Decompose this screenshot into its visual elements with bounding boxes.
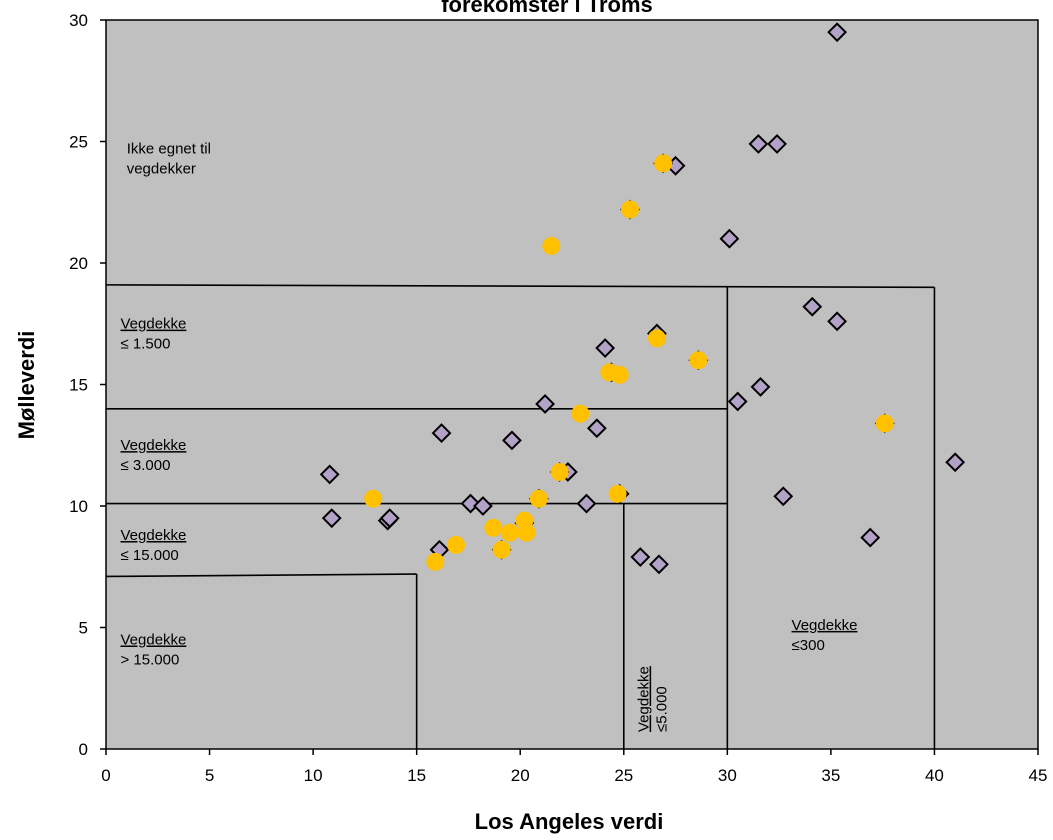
circle-point — [447, 535, 466, 554]
x-tick-label: 15 — [407, 766, 426, 785]
y-tick-label: 25 — [69, 133, 88, 152]
chart-title: forekomster i Troms — [441, 0, 653, 17]
y-axis-title: Mølleverdi — [14, 331, 39, 440]
circle-point — [542, 236, 561, 255]
circle-point — [647, 329, 666, 348]
region-label: Vegdekke ≤ 1.500 — [120, 316, 186, 353]
y-tick-label: 20 — [69, 254, 88, 273]
diamond-point — [460, 493, 481, 514]
x-tick-label: 25 — [614, 766, 633, 785]
circle-point — [571, 404, 590, 423]
diamond-point — [473, 496, 493, 516]
diamond-point — [767, 134, 787, 154]
diamond-point — [379, 508, 400, 529]
plot-area — [105, 19, 1039, 750]
diamond-point — [827, 311, 848, 332]
diamond-point — [431, 423, 452, 444]
circle-point — [689, 351, 708, 370]
x-tick-label: 30 — [718, 766, 737, 785]
diamond-point — [802, 296, 823, 317]
circle-point — [620, 200, 639, 219]
diamond-point — [748, 134, 769, 154]
diamond-point — [727, 391, 748, 412]
diamond-point — [719, 228, 740, 249]
region-label: Vegdekke ≤300 — [792, 617, 858, 654]
y-tick-label: 10 — [69, 497, 88, 516]
diamond-point — [827, 22, 848, 43]
region-boundary-line — [105, 284, 935, 289]
x-tick-label: 35 — [821, 766, 840, 785]
region-label-line: ≤ 15.000 — [120, 547, 178, 564]
region-label: Vegdekke > 15.000 — [120, 632, 186, 669]
region-label-line: Vegdekke — [120, 316, 186, 333]
diamond-point — [595, 338, 616, 358]
region-label: Ikke egnet til vegdekker — [127, 141, 211, 178]
region-label-line: Vegdekke — [636, 666, 653, 732]
diamond-point — [773, 486, 794, 507]
y-tick-label: 5 — [79, 619, 88, 638]
x-axis-title: Los Angeles verdi — [475, 809, 664, 834]
x-tick-label: 45 — [1029, 766, 1048, 785]
region-label-line: ≤ 1.500 — [120, 336, 170, 353]
region-label-line: ≤5.000 — [654, 686, 671, 732]
region-label: Vegdekke ≤ 3.000 — [120, 437, 186, 474]
diamond-point — [535, 394, 555, 414]
circle-point — [492, 540, 511, 559]
diamond-point — [860, 527, 881, 548]
diamond-point — [502, 430, 522, 451]
diamond-point — [319, 464, 340, 485]
circle-point — [550, 462, 569, 481]
diamond-point — [630, 547, 651, 567]
region-label-line: Ikke egnet til — [127, 141, 211, 158]
x-tick-label: 10 — [304, 766, 323, 785]
circle-point — [610, 365, 629, 384]
diamond-point — [649, 554, 669, 575]
x-tick-label: 20 — [511, 766, 530, 785]
circle-point — [517, 523, 536, 542]
circle-point — [529, 489, 548, 508]
region-label: Vegdekke ≤5.000 — [636, 666, 671, 732]
circle-point — [654, 154, 673, 173]
region-label: Vegdekke ≤ 15.000 — [120, 527, 186, 564]
x-tick-label: 0 — [101, 766, 110, 785]
region-boundary-line — [105, 573, 417, 578]
circle-point — [500, 523, 519, 542]
x-tick-label: 40 — [925, 766, 944, 785]
region-label-line: ≤ 3.000 — [120, 457, 170, 474]
y-tick-label: 30 — [69, 11, 88, 30]
region-label-line: Vegdekke — [120, 437, 186, 454]
diamond-point — [586, 418, 607, 439]
diamond-point — [750, 377, 771, 397]
region-label-line: Vegdekke — [792, 617, 858, 634]
region-label-line: > 15.000 — [120, 652, 179, 669]
y-tick-label: 0 — [79, 740, 88, 759]
diamond-point — [321, 508, 342, 529]
region-label-line: ≤300 — [792, 637, 825, 654]
circle-point — [426, 552, 445, 571]
circle-point — [875, 414, 894, 433]
circle-point — [484, 518, 503, 537]
diamond-point — [945, 452, 966, 473]
region-label-line: vegdekker — [127, 161, 196, 178]
y-tick-label: 15 — [69, 376, 88, 395]
x-tick-label: 5 — [205, 766, 214, 785]
diamond-point — [576, 493, 597, 514]
circle-point — [608, 484, 627, 503]
circle-point — [364, 489, 383, 508]
region-label-line: Vegdekke — [120, 527, 186, 544]
region-label-line: Vegdekke — [120, 632, 186, 649]
